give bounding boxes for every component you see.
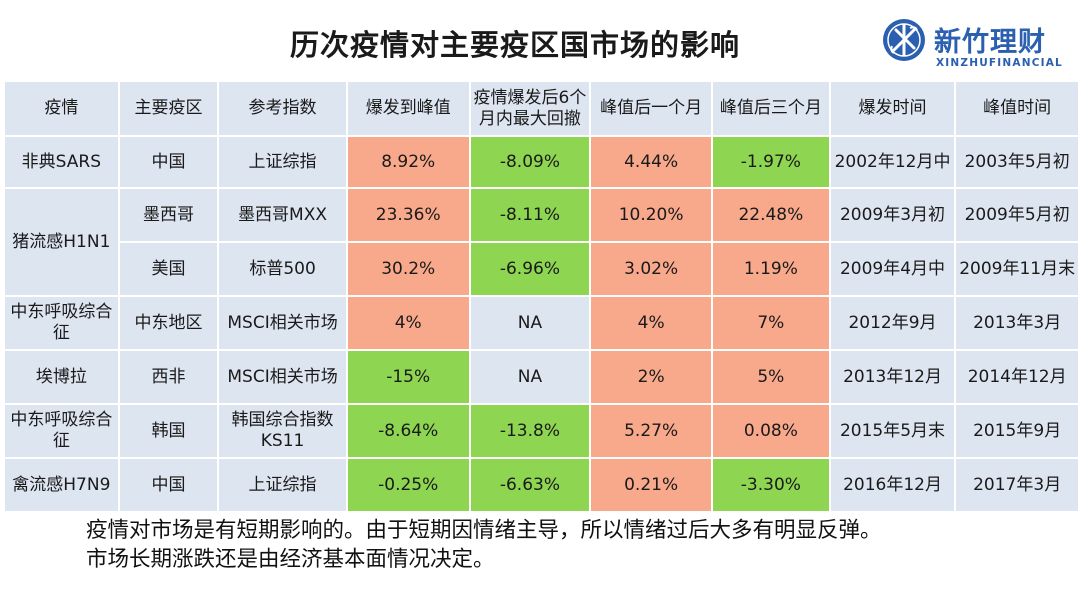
header-cell: 参考指数 bbox=[217, 80, 348, 137]
rise-cell: 4% bbox=[345, 295, 471, 351]
epidemic-cell: 禽流感H7N9 bbox=[3, 457, 120, 513]
region-cell: 韩国 bbox=[117, 403, 220, 459]
month1-cell: 0.21% bbox=[589, 457, 713, 513]
peak-date-cell: 2009年11月末 bbox=[954, 241, 1080, 297]
region-cell: 中国 bbox=[117, 135, 220, 189]
index-cell: 上证综指 bbox=[217, 135, 348, 189]
peak-date-cell: 2013年3月 bbox=[954, 295, 1080, 351]
month3-cell: -1.97% bbox=[710, 135, 831, 189]
drawdown-cell: NA bbox=[468, 349, 592, 405]
peak-date-cell: 2017年3月 bbox=[954, 457, 1080, 513]
logo-brand-en: XINZHUFINANCIAL bbox=[936, 57, 1063, 69]
start-date-cell: 2009年4月中 bbox=[828, 241, 957, 297]
logo: 新竹理财 XINZHUFINANCIAL bbox=[880, 16, 1075, 74]
drawdown-cell: -8.09% bbox=[468, 135, 592, 189]
drawdown-cell: -8.11% bbox=[468, 187, 592, 243]
start-date-cell: 2016年12月 bbox=[828, 457, 957, 513]
epidemic-cell: 中东呼吸综合征 bbox=[3, 403, 120, 459]
peak-date-cell: 2003年5月初 bbox=[954, 135, 1080, 189]
table-row: 埃博拉 西非 MSCI相关市场 -15% NA 2% 5% 2013年12月 2… bbox=[3, 349, 1080, 405]
epidemic-cell: 埃博拉 bbox=[3, 349, 120, 405]
page-title: 历次疫情对主要疫区国市场的影响 bbox=[289, 28, 740, 62]
rise-cell: -15% bbox=[345, 349, 471, 405]
month1-cell: 4.44% bbox=[589, 135, 713, 189]
header-cell: 疫情爆发后6个月内最大回撤 bbox=[468, 80, 592, 137]
table-row: 中东呼吸综合征 韩国 韩国综合指数KS11 -8.64% -13.8% 5.27… bbox=[3, 403, 1080, 459]
drawdown-cell: NA bbox=[468, 295, 592, 351]
month1-cell: 2% bbox=[589, 349, 713, 405]
table-row: 禽流感H7N9 中国 上证综指 -0.25% -6.63% 0.21% -3.3… bbox=[3, 457, 1080, 513]
table-header-row: 疫情 主要疫区 参考指数 爆发到峰值 疫情爆发后6个月内最大回撤 峰值后一个月 … bbox=[3, 80, 1080, 137]
month1-cell: 3.02% bbox=[589, 241, 713, 297]
rise-cell: 8.92% bbox=[345, 135, 471, 189]
index-cell: 标普500 bbox=[217, 241, 348, 297]
table-row: 非典SARS 中国 上证综指 8.92% -8.09% 4.44% -1.97%… bbox=[3, 135, 1080, 189]
peak-date-cell: 2014年12月 bbox=[954, 349, 1080, 405]
summary-line: 疫情对市场是有短期影响的。由于短期因情绪主导，所以情绪过后大多有明显反弹。 bbox=[86, 518, 882, 543]
epidemic-cell: 中东呼吸综合征 bbox=[3, 295, 120, 351]
table-row: 美国 标普500 30.2% -6.96% 3.02% 1.19% 2009年4… bbox=[4, 241, 1080, 297]
month3-cell: 5% bbox=[710, 349, 831, 405]
index-cell: 韩国综合指数KS11 bbox=[217, 403, 348, 459]
summary-note: 疫情对市场是有短期影响的。由于短期因情绪主导，所以情绪过后大多有明显反弹。 市场… bbox=[86, 516, 882, 574]
month1-cell: 10.20% bbox=[589, 187, 713, 243]
epidemic-cell: 猪流感H1N1 bbox=[3, 187, 120, 297]
month3-cell: 22.48% bbox=[710, 187, 831, 243]
bamboo-logo-icon bbox=[883, 19, 925, 61]
index-cell: 墨西哥MXX bbox=[217, 187, 348, 243]
start-date-cell: 2013年12月 bbox=[828, 349, 957, 405]
header-cell: 峰值时间 bbox=[954, 80, 1080, 137]
epidemic-cell: 非典SARS bbox=[3, 135, 120, 189]
region-cell: 西非 bbox=[117, 349, 220, 405]
month3-cell: 1.19% bbox=[710, 241, 831, 297]
index-cell: 上证综指 bbox=[217, 457, 348, 513]
drawdown-cell: -13.8% bbox=[468, 403, 592, 459]
index-cell: MSCI相关市场 bbox=[217, 349, 348, 405]
header-cell: 疫情 bbox=[3, 80, 120, 137]
summary-line: 市场长期涨跌还是由经济基本面情况决定。 bbox=[86, 547, 495, 572]
table-row: 猪流感H1N1 墨西哥 墨西哥MXX 23.36% -8.11% 10.20% … bbox=[3, 187, 1080, 297]
start-date-cell: 2012年9月 bbox=[828, 295, 957, 351]
region-cell: 中国 bbox=[117, 457, 220, 513]
region-cell: 中东地区 bbox=[117, 295, 220, 351]
start-date-cell: 2015年5月末 bbox=[828, 403, 957, 459]
region-cell: 墨西哥 bbox=[117, 187, 220, 243]
month3-cell: 7% bbox=[710, 295, 831, 351]
rise-cell: 30.2% bbox=[345, 241, 471, 297]
month1-cell: 5.27% bbox=[589, 403, 713, 459]
month3-cell: -3.30% bbox=[710, 457, 831, 513]
drawdown-cell: -6.96% bbox=[468, 241, 592, 297]
table-row: 中东呼吸综合征 中东地区 MSCI相关市场 4% NA 4% 7% 2012年9… bbox=[3, 295, 1080, 351]
logo-brand: 新竹理财 bbox=[934, 27, 1046, 58]
rise-cell: -0.25% bbox=[345, 457, 471, 513]
month1-cell: 4% bbox=[589, 295, 713, 351]
month3-cell: 0.08% bbox=[710, 403, 831, 459]
header-cell: 爆发时间 bbox=[828, 80, 957, 137]
index-cell: MSCI相关市场 bbox=[217, 295, 348, 351]
region-cell: 美国 bbox=[117, 241, 220, 297]
header-cell: 主要疫区 bbox=[117, 80, 220, 137]
peak-date-cell: 2009年5月初 bbox=[954, 187, 1080, 243]
header-cell: 峰值后一个月 bbox=[589, 80, 713, 137]
start-date-cell: 2002年12月中 bbox=[828, 135, 957, 189]
rise-cell: 23.36% bbox=[345, 187, 471, 243]
header-cell: 爆发到峰值 bbox=[345, 80, 471, 137]
drawdown-cell: -6.63% bbox=[468, 457, 592, 513]
peak-date-cell: 2015年9月 bbox=[954, 403, 1080, 459]
start-date-cell: 2009年3月初 bbox=[828, 187, 957, 243]
epidemic-market-table: 疫情 主要疫区 参考指数 爆发到峰值 疫情爆发后6个月内最大回撤 峰值后一个月 … bbox=[3, 80, 1080, 513]
header-cell: 峰值后三个月 bbox=[710, 80, 831, 137]
rise-cell: -8.64% bbox=[345, 403, 471, 459]
